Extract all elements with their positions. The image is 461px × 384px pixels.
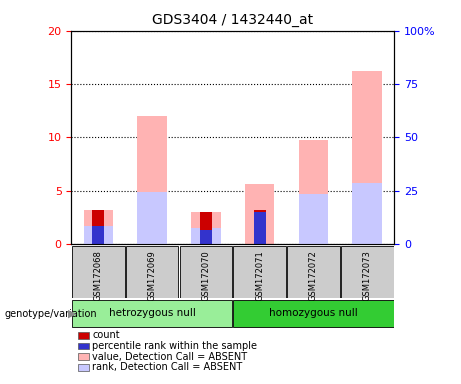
- Text: count: count: [92, 330, 120, 340]
- Text: GSM172072: GSM172072: [309, 250, 318, 301]
- Bar: [83, 210, 113, 244]
- Text: hetrozygous null: hetrozygous null: [109, 308, 195, 318]
- Bar: [92, 210, 104, 244]
- Bar: [254, 212, 266, 244]
- Text: GSM172070: GSM172070: [201, 250, 210, 301]
- Bar: [299, 141, 328, 244]
- FancyBboxPatch shape: [341, 246, 394, 298]
- Text: GSM172071: GSM172071: [255, 250, 264, 301]
- Text: ▶: ▶: [68, 309, 77, 319]
- Title: GDS3404 / 1432440_at: GDS3404 / 1432440_at: [152, 13, 313, 27]
- FancyBboxPatch shape: [179, 246, 232, 298]
- Text: percentile rank within the sample: percentile rank within the sample: [92, 341, 257, 351]
- Bar: [254, 210, 266, 244]
- FancyBboxPatch shape: [287, 246, 340, 298]
- Text: rank, Detection Call = ABSENT: rank, Detection Call = ABSENT: [92, 362, 242, 372]
- Bar: [92, 226, 104, 244]
- Text: GSM172068: GSM172068: [94, 250, 103, 301]
- Bar: [299, 194, 328, 244]
- Bar: [353, 183, 382, 244]
- Bar: [245, 184, 274, 244]
- Bar: [191, 228, 221, 244]
- Text: GSM172069: GSM172069: [148, 250, 157, 301]
- Bar: [200, 230, 212, 244]
- FancyBboxPatch shape: [72, 300, 232, 327]
- Bar: [83, 226, 113, 244]
- Bar: [191, 212, 221, 244]
- Bar: [137, 116, 167, 244]
- FancyBboxPatch shape: [233, 246, 286, 298]
- Text: genotype/variation: genotype/variation: [5, 309, 97, 319]
- Bar: [137, 192, 167, 244]
- Bar: [353, 71, 382, 244]
- FancyBboxPatch shape: [72, 246, 124, 298]
- Text: value, Detection Call = ABSENT: value, Detection Call = ABSENT: [92, 352, 247, 362]
- Text: GSM172073: GSM172073: [363, 250, 372, 301]
- FancyBboxPatch shape: [126, 246, 178, 298]
- Bar: [200, 212, 212, 244]
- FancyBboxPatch shape: [233, 300, 394, 327]
- Text: homozygous null: homozygous null: [269, 308, 358, 318]
